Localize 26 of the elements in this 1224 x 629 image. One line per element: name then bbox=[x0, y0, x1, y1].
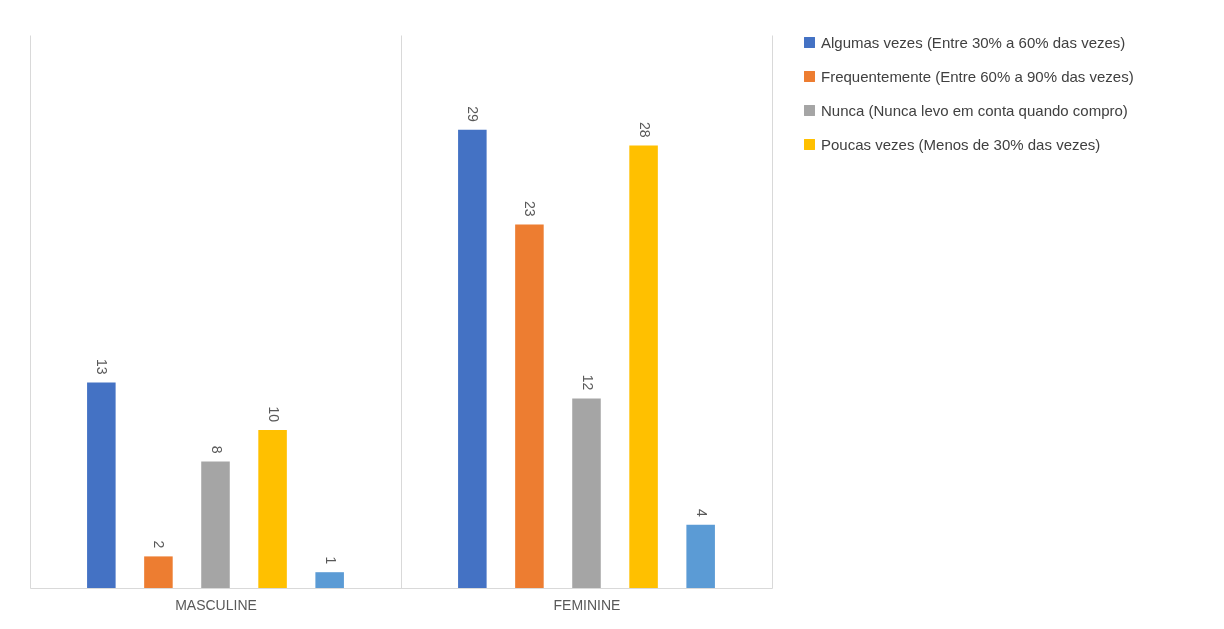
legend-label: Frequentemente (Entre 60% a 90% das vezes) bbox=[821, 67, 1134, 85]
bar bbox=[515, 224, 544, 588]
data-label: 8 bbox=[208, 445, 225, 454]
data-label: 4 bbox=[693, 509, 710, 517]
bar bbox=[144, 556, 173, 588]
bar bbox=[629, 145, 658, 588]
bar bbox=[315, 572, 344, 588]
data-label: 2 bbox=[151, 540, 168, 549]
bar bbox=[572, 398, 601, 588]
data-label: 1 bbox=[322, 556, 339, 565]
legend-label: Poucas vezes (Menos de 30% das vezes) bbox=[821, 135, 1101, 153]
legend-label: Nunca (Nunca levo em conta quando compro) bbox=[821, 101, 1128, 119]
data-label: 13 bbox=[94, 359, 111, 375]
bar bbox=[686, 524, 715, 588]
data-label: 12 bbox=[579, 374, 596, 391]
bar bbox=[201, 461, 230, 588]
data-label: 29 bbox=[465, 106, 482, 123]
data-label: 23 bbox=[522, 201, 539, 217]
data-label: 10 bbox=[265, 406, 282, 423]
legend-label: Algumas vezes (Entre 30% a 60% das vezes) bbox=[821, 33, 1126, 51]
bar bbox=[258, 430, 287, 588]
data-label: 28 bbox=[636, 122, 653, 138]
x-tick-label: MASCULINE bbox=[175, 596, 257, 613]
x-tick-label: FEMININE bbox=[553, 596, 621, 613]
bar bbox=[458, 129, 487, 588]
bar bbox=[87, 382, 116, 588]
